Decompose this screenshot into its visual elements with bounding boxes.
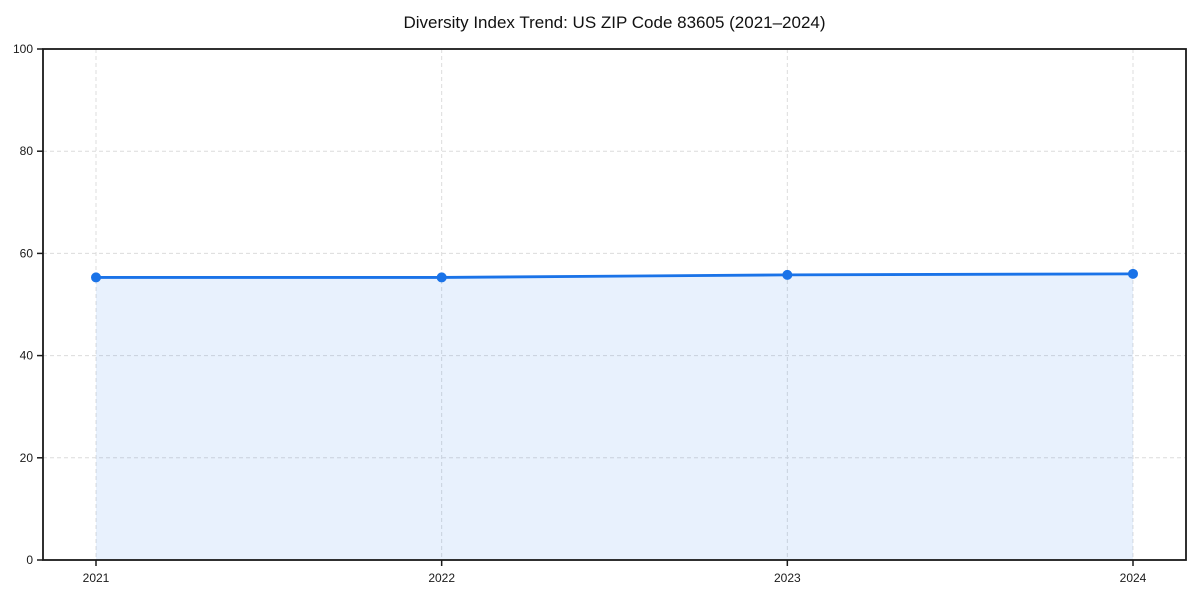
- data-point: [436, 272, 447, 283]
- data-point: [782, 269, 793, 280]
- y-tick-label: 80: [20, 144, 34, 158]
- data-point: [91, 272, 101, 283]
- x-tick-label: 2023: [774, 571, 801, 585]
- area-fill: [96, 273, 1133, 560]
- axes-box: [42, 48, 1187, 561]
- y-tick-label: 40: [20, 349, 34, 363]
- x-tick-label: 2022: [428, 571, 455, 585]
- y-tick-label: 0: [26, 553, 33, 567]
- x-tick-label: 2024: [1120, 571, 1147, 585]
- y-tick-label: 100: [13, 42, 33, 56]
- x-tick-label: 2021: [83, 571, 110, 585]
- y-tick-label: 20: [20, 451, 34, 465]
- y-tick-label: 60: [20, 246, 34, 260]
- trend-line: [94, 272, 1135, 279]
- data-point: [1128, 268, 1138, 279]
- chart-title: Diversity Index Trend: US ZIP Code 83605…: [403, 13, 826, 32]
